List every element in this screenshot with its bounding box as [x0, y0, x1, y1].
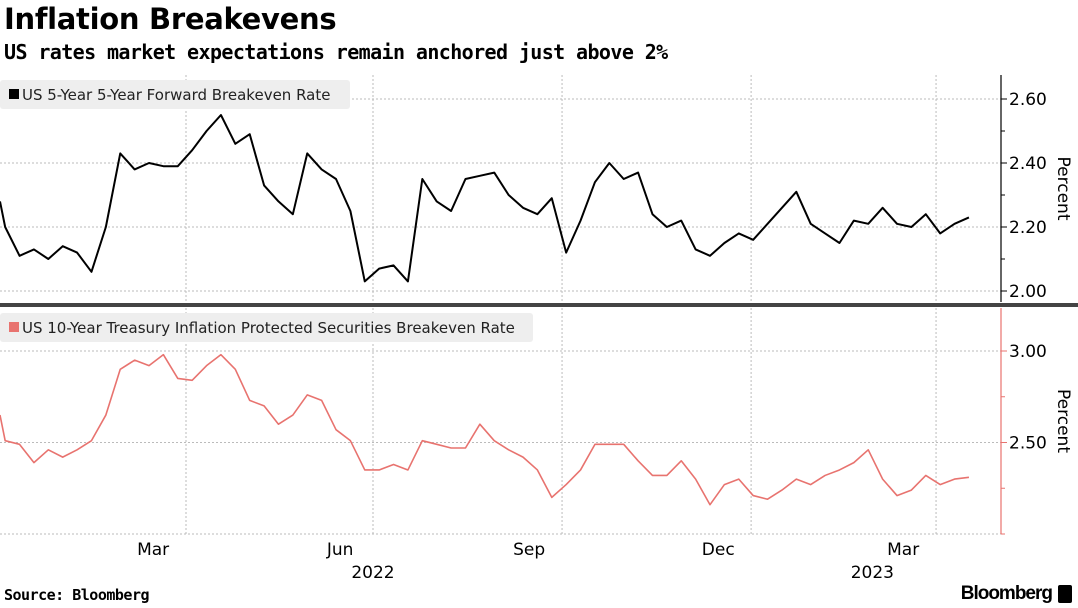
legend-box: [0, 313, 533, 342]
y-tick-label: 2.40: [1009, 154, 1047, 174]
y-tick-label: 2.50: [1009, 434, 1047, 454]
bloomberg-logo-icon: [1058, 585, 1072, 603]
x-year-label: 2022: [351, 563, 394, 583]
series-line-10y-tips: [0, 353, 970, 506]
y-axis-label: Percent: [1053, 389, 1073, 453]
legend-swatch: [9, 322, 19, 332]
chart-title: Inflation Breakevens: [4, 2, 337, 36]
legend-label: US 5-Year 5-Year Forward Breakeven Rate: [22, 86, 330, 104]
y-tick-label: 3.00: [1009, 342, 1047, 362]
x-tick-label: Sep: [513, 540, 545, 560]
x-tick-label: Mar: [887, 540, 919, 560]
y-tick-label: 2.00: [1009, 282, 1047, 302]
y-axis-label: Percent: [1053, 157, 1073, 221]
x-tick-label: Mar: [137, 540, 169, 560]
chart-subtitle: US rates market expectations remain anch…: [4, 40, 668, 64]
y-tick-label: 2.60: [1009, 90, 1047, 110]
x-tick-label: Jun: [326, 540, 354, 560]
x-tick-label: Dec: [702, 540, 735, 560]
legend-box: [0, 80, 350, 109]
x-year-label: 2023: [851, 563, 894, 583]
legend-swatch: [9, 89, 19, 99]
legend-label: US 10-Year Treasury Inflation Protected …: [22, 319, 515, 337]
bloomberg-logo: Bloomberg: [960, 583, 1053, 604]
y-tick-label: 2.20: [1009, 218, 1047, 238]
source-note: Source: Bloomberg: [4, 586, 150, 604]
series-line-5y5y: [0, 114, 970, 283]
panel-divider: [0, 303, 1078, 307]
